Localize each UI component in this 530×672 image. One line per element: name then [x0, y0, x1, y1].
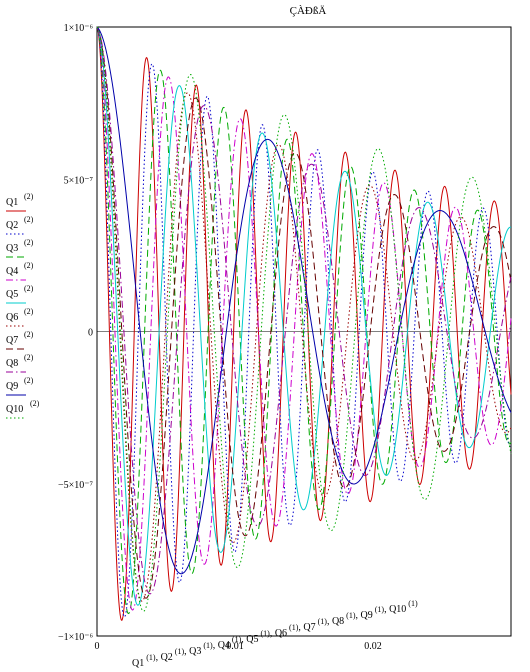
legend-sup: (2)	[24, 261, 34, 270]
legend-label: Q9	[6, 381, 18, 392]
series-line-q6	[96, 26, 512, 602]
series-line-q5	[96, 26, 512, 606]
y-tick-label: 0	[88, 328, 93, 339]
legend-sup: (2)	[30, 399, 40, 408]
legend-label: Q7	[6, 335, 18, 346]
x-label-sup: (1)	[230, 635, 242, 644]
legend: Q1 (2) Q2 (2) Q3 (2) Q4 (2) Q5 (2) Q6 (2) Q7 (2) Q8 (2)…	[6, 192, 40, 419]
x-label-part: , Q8	[327, 616, 344, 627]
x-label-sup: (1)	[406, 599, 418, 608]
x-tick-label: 0	[95, 641, 100, 652]
x-label-sup: (1)	[344, 611, 356, 620]
x-label-sup: (1)	[316, 617, 328, 626]
x-label-sup: (1)	[201, 641, 213, 650]
x-label-sup: (1)	[173, 647, 185, 656]
x-axis-label: Q1 (1), Q2 (1), Q3 (1), Q4 (1), Q5 (1), …	[132, 599, 418, 669]
series-lines	[96, 26, 512, 622]
x-label-part: , Q7	[298, 622, 315, 633]
x-tick-label: 0.02	[364, 641, 382, 652]
x-label-part: Q1	[132, 658, 144, 669]
series-line-q9	[96, 26, 512, 575]
legend-sup: (2)	[24, 353, 34, 362]
legend-label: Q10	[6, 404, 23, 415]
legend-label: Q2	[6, 220, 18, 231]
x-label-part: , Q6	[270, 628, 287, 639]
x-label-part: , Q5	[241, 634, 258, 645]
x-label-sup: (1)	[287, 623, 299, 632]
legend-sup: (2)	[24, 215, 34, 224]
y-tick-label: 1×10⁻⁶	[64, 23, 94, 34]
legend-label: Q4	[6, 266, 18, 277]
legend-sup: (2)	[24, 192, 34, 201]
x-tick-label: 0.01	[226, 641, 244, 652]
legend-sup: (2)	[24, 330, 34, 339]
x-label-part: , Q2	[156, 652, 173, 663]
y-tick-label: −5×10⁻⁷	[58, 480, 94, 491]
legend-label: Q3	[6, 243, 18, 254]
series-line-q8	[96, 26, 512, 595]
series-line-q1	[96, 26, 512, 622]
series-line-q4	[96, 26, 512, 611]
x-label-part: , Q10	[384, 604, 406, 615]
legend-label: Q8	[6, 358, 18, 369]
x-label-part: , Q4	[213, 640, 230, 651]
x-label-sup: (1)	[144, 653, 156, 662]
x-label-sup: (1)	[373, 605, 385, 614]
legend-sup: (2)	[24, 284, 34, 293]
series-line-q7	[96, 26, 512, 599]
x-tick-labels: 0 0.01 0.02	[95, 641, 382, 652]
legend-label: Q1	[6, 197, 18, 208]
y-tick-label: 5×10⁻⁷	[64, 175, 94, 186]
x-label-part: , Q9	[356, 610, 373, 621]
y-tick-label: −1×10⁻⁶	[58, 632, 94, 643]
legend-sup: (2)	[24, 307, 34, 316]
chart-title: ÇÀÐßÄ	[290, 5, 327, 17]
x-label-part: , Q3	[184, 646, 201, 657]
series-line-q10	[96, 26, 512, 612]
series-line-q3	[96, 26, 512, 615]
legend-label: Q6	[6, 312, 18, 323]
legend-sup: (2)	[24, 238, 34, 247]
y-tick-labels: 1×10⁻⁶ 5×10⁻⁷ 0 −5×10⁻⁷ −1×10⁻⁶	[58, 23, 94, 643]
legend-label: Q5	[6, 289, 18, 300]
legend-sup: (2)	[24, 376, 34, 385]
x-label-sup: (1)	[258, 629, 270, 638]
